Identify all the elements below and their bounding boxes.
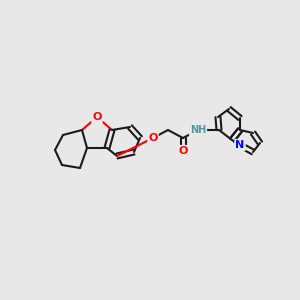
- Text: N: N: [236, 140, 244, 150]
- Text: O: O: [92, 112, 102, 122]
- Text: NH: NH: [190, 125, 206, 135]
- Text: O: O: [178, 146, 188, 156]
- Text: O: O: [148, 133, 158, 143]
